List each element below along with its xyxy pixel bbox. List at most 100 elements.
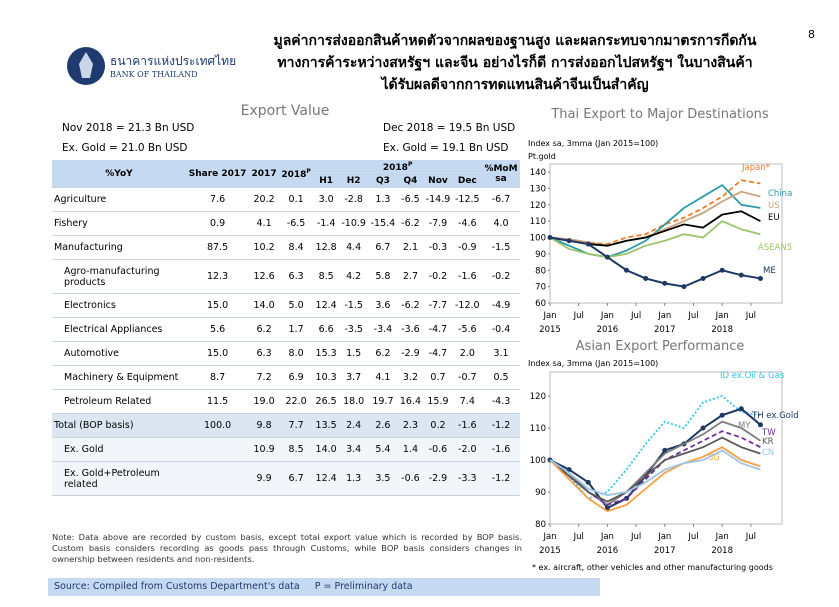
series-label: ID ex.Oil & Gas [720,371,785,381]
cell: -7.9 [423,211,453,236]
x-tick-label: Jul [687,311,698,321]
cell: 6.3 [278,259,314,294]
cell: -3.5 [339,317,369,342]
y-tick-label: 110 [530,217,546,227]
cell: 26.5 [313,389,339,414]
subcolumn-header: H2 [339,174,369,188]
row-label: Ex. Gold+Petroleum related [52,461,186,496]
table-row: Electronics 15.0 14.0 5.0 12.4 -1.5 3.6 -6.2 -7.… [52,293,520,318]
table-row: Electrical Appliances 5.6 6.2 1.7 6.6 -3.5 -3.… [52,317,520,342]
cell: 2.4 [339,413,369,438]
cell: -1.2 [482,413,520,438]
chart-subtitle: Index sa, 3mma (Jan 2015=100) [528,359,658,368]
series-line [549,236,761,288]
cell: -1.5 [482,235,520,260]
table-row: Machinery & Equipment 8.7 7.2 6.9 10.3 3.7 4.1… [52,365,520,390]
cell: -7.7 [423,293,453,318]
cell [186,437,250,462]
cell: 2.6 [368,413,398,438]
subcolumn-header: H1 [313,174,339,188]
cell: -2.0 [452,437,482,462]
cell: -5.6 [452,317,482,342]
title-line: ทางการค้าระหว่างสหรัฐฯ และจีน อย่างไรก็ด… [277,55,753,71]
cell: -0.6 [397,461,424,496]
header-row: H1 H2 Q3 Q4 Nov Dec [52,174,520,188]
cell: 4.4 [339,235,369,260]
y-tick-label: 140 [530,168,546,178]
x-tick-label: Jan [542,532,556,542]
series-label: KR [762,437,774,447]
cell: 8.7 [186,365,250,390]
cell: 3.2 [397,365,424,390]
cell: 1.3 [339,461,369,496]
year-label: 2016 [597,546,619,556]
cell: 2.3 [397,413,424,438]
cell: -15.4 [368,211,398,236]
cell: 0.9 [186,211,250,236]
cell: 15.0 [186,341,250,366]
cell: -2.9 [423,461,453,496]
series-line [549,183,761,259]
series-marker [738,272,744,278]
x-tick-label: Jan [600,532,614,542]
cell: -0.6 [423,437,453,462]
x-tick-label: Jul [630,311,641,321]
cell: -10.9 [339,211,369,236]
column-sup: P [306,167,311,175]
series-line [549,220,761,259]
series-label: CN [762,448,774,458]
cell: 19.7 [368,389,398,414]
series-marker [547,235,553,240]
y-tick-label: 120 [530,392,546,402]
series-marker [566,467,572,473]
year-label: 2015 [539,546,561,556]
cell: -14.9 [423,187,453,212]
cell: -0.2 [423,259,453,294]
subcolumn-header: Q4 [397,174,424,188]
series-label: TH ex.Gold [751,411,799,421]
cell: 4.2 [339,259,369,294]
cell: 6.6 [313,317,339,342]
cell: -0.4 [482,317,520,342]
cell: 18.0 [339,389,369,414]
cell: -4.7 [423,341,453,366]
row-label: Electronics [52,293,186,318]
logo [67,47,105,85]
y-tick-label: 80 [535,520,546,530]
cell: 8.4 [278,235,314,260]
chart-title: Asian Export Performance [576,339,745,354]
series-line [549,449,761,497]
cell: 4.1 [368,365,398,390]
x-tick-label: Jul [745,311,756,321]
series-marker [738,406,744,412]
cell: 12.4 [313,461,339,496]
cell: -12.0 [452,293,482,318]
cell: -0.7 [452,365,482,390]
cell: 7.2 [249,365,279,390]
series-label: ASEAN5 [758,243,792,253]
row-label: Ex. Gold [52,437,186,462]
chart-footnote: * ex. aircraft, other vehicles and other… [532,563,773,572]
summary: Ex. Gold = 21.0 Bn USD [62,142,188,154]
series-marker [604,505,610,511]
series-label: MY [738,421,751,431]
cell: 14.0 [313,437,339,462]
y-tick-label: 90 [535,250,546,260]
cell: -1.4 [313,211,339,236]
cell: 1.7 [278,317,314,342]
cell: 11.5 [186,389,250,414]
subcolumn-header: Q3 [368,174,398,188]
cell: 13.5 [313,413,339,438]
cell: 12.4 [313,293,339,318]
series-marker [681,284,687,290]
y-tick-label: 100 [530,234,546,244]
cell: -6.7 [482,187,520,212]
cell: 14.0 [249,293,279,318]
cell: 1.5 [339,341,369,366]
cell: 8.5 [278,437,314,462]
cell: 1.4 [397,437,424,462]
series-label: EU [768,213,780,223]
cell: 15.9 [423,389,453,414]
series-marker [643,275,649,281]
cell: -1.6 [482,437,520,462]
